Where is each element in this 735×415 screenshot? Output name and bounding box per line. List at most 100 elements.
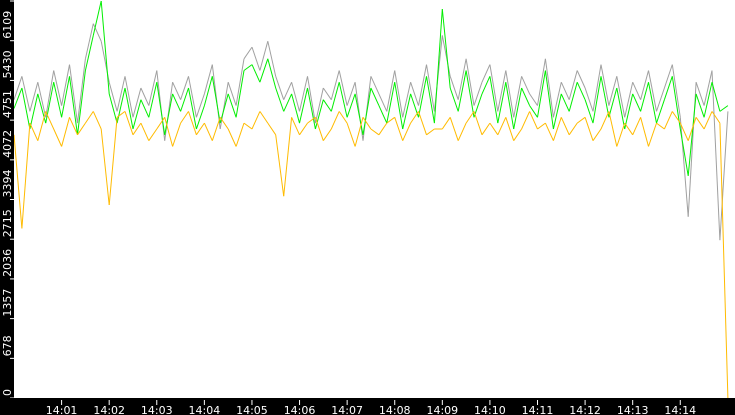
series-0-segment bbox=[711, 70, 721, 241]
series-1-segment bbox=[322, 99, 332, 112]
series-2-segment bbox=[544, 122, 554, 141]
series-0-segment bbox=[124, 76, 134, 118]
series-0-segment bbox=[489, 64, 499, 112]
series-1-segment bbox=[180, 87, 189, 112]
series-2-segment bbox=[402, 122, 412, 141]
series-1-segment bbox=[92, 0, 102, 36]
series-0-segment bbox=[180, 76, 189, 100]
series-2-segment bbox=[267, 122, 277, 136]
series-0-segment bbox=[386, 70, 396, 112]
series-0-segment bbox=[188, 76, 197, 118]
x-tick-label: 14:04 bbox=[189, 404, 221, 415]
x-tick-label: 14:14 bbox=[664, 404, 696, 415]
series-1-segment bbox=[537, 70, 546, 118]
series-1-segment bbox=[156, 82, 166, 135]
series-2-segment bbox=[497, 117, 507, 136]
series-2-segment bbox=[687, 117, 697, 141]
series-0-segment bbox=[513, 76, 523, 118]
series-2-segment bbox=[441, 117, 451, 130]
series-1 bbox=[13, 0, 729, 176]
series-0-segment bbox=[537, 58, 546, 106]
series-2-segment bbox=[45, 111, 55, 130]
series-0-segment bbox=[568, 70, 578, 100]
series-0-segment bbox=[267, 41, 277, 77]
y-axis: 0678135720362715339440724751543061096788 bbox=[0, 0, 15, 415]
series-1-segment bbox=[362, 87, 372, 135]
series-1-segment bbox=[394, 82, 404, 130]
series-0-segment bbox=[560, 81, 570, 100]
series-1-segment bbox=[188, 87, 197, 130]
series-1-segment bbox=[711, 82, 721, 112]
series-1-segment bbox=[61, 76, 70, 118]
series-0-segment bbox=[235, 58, 245, 106]
series-0-segment bbox=[299, 76, 308, 112]
series-0-segment bbox=[719, 111, 729, 241]
series-2-segment bbox=[259, 111, 269, 124]
series-1-segment bbox=[465, 70, 475, 118]
series-2-segment bbox=[568, 122, 578, 136]
series-1-segment bbox=[640, 82, 649, 112]
series-1-segment bbox=[69, 76, 78, 135]
series-0-segment bbox=[21, 76, 31, 112]
series-2-segment bbox=[513, 128, 523, 141]
series-1-segment bbox=[576, 81, 586, 100]
series-0-segment bbox=[632, 81, 642, 100]
series-0-segment bbox=[449, 76, 459, 100]
series-2-segment bbox=[624, 122, 634, 136]
series-2-segment bbox=[164, 117, 174, 147]
series-0-segment bbox=[172, 81, 182, 100]
series-1-segment bbox=[100, 0, 110, 94]
series-1-segment bbox=[592, 76, 602, 124]
series-0-segment bbox=[13, 76, 23, 100]
series-2-segment bbox=[600, 111, 610, 130]
series-2-segment bbox=[203, 122, 213, 141]
series-1-segment bbox=[687, 93, 697, 176]
series-2-segment bbox=[711, 111, 721, 124]
series-0-segment bbox=[465, 58, 475, 106]
series-2-segment bbox=[108, 117, 118, 206]
series-0-segment bbox=[473, 82, 483, 106]
series-1-segment bbox=[529, 105, 538, 118]
y-axis-band bbox=[0, 0, 14, 415]
series-2-segment bbox=[648, 122, 657, 147]
series-2-segment bbox=[354, 117, 364, 147]
series-0-segment bbox=[195, 93, 205, 118]
series-2-segment bbox=[663, 111, 673, 130]
series-1-segment bbox=[124, 87, 134, 130]
series-1-segment bbox=[235, 70, 245, 118]
series-2-segment bbox=[243, 122, 253, 130]
series-0-segment bbox=[108, 82, 118, 112]
series-1-segment bbox=[53, 82, 63, 118]
series-1-segment bbox=[378, 105, 388, 124]
series-2-segment bbox=[703, 111, 713, 130]
y-tick-label: 6109 bbox=[1, 11, 14, 39]
series-0-segment bbox=[322, 87, 332, 100]
series-2-segment bbox=[195, 122, 205, 136]
series-0-segment bbox=[227, 82, 237, 106]
series-1-segment bbox=[418, 76, 427, 118]
series-1-segment bbox=[370, 87, 380, 106]
series-2-segment bbox=[426, 128, 435, 136]
series-0-segment bbox=[370, 76, 380, 95]
series-1-segment bbox=[457, 70, 467, 112]
series-2-segment bbox=[576, 116, 586, 124]
series-2 bbox=[13, 110, 729, 399]
series-1-segment bbox=[441, 9, 451, 89]
series-0-segment bbox=[291, 82, 300, 112]
series-0-segment bbox=[219, 82, 229, 130]
series-0-segment bbox=[378, 93, 388, 112]
series-0-segment bbox=[608, 76, 618, 106]
series-0-segment bbox=[84, 23, 94, 59]
series-1-segment bbox=[433, 9, 443, 124]
series-1-segment bbox=[584, 99, 594, 124]
series-1-segment bbox=[203, 76, 213, 106]
series-2-segment bbox=[124, 111, 134, 135]
series-1-segment bbox=[497, 82, 507, 124]
series-2-segment bbox=[719, 123, 729, 399]
series-1-segment bbox=[77, 70, 86, 135]
x-tick-label: 14:07 bbox=[331, 404, 363, 415]
series-2-segment bbox=[188, 111, 197, 135]
series-2-segment bbox=[156, 117, 166, 130]
series-1-segment bbox=[632, 93, 642, 112]
series-2-segment bbox=[235, 122, 245, 147]
